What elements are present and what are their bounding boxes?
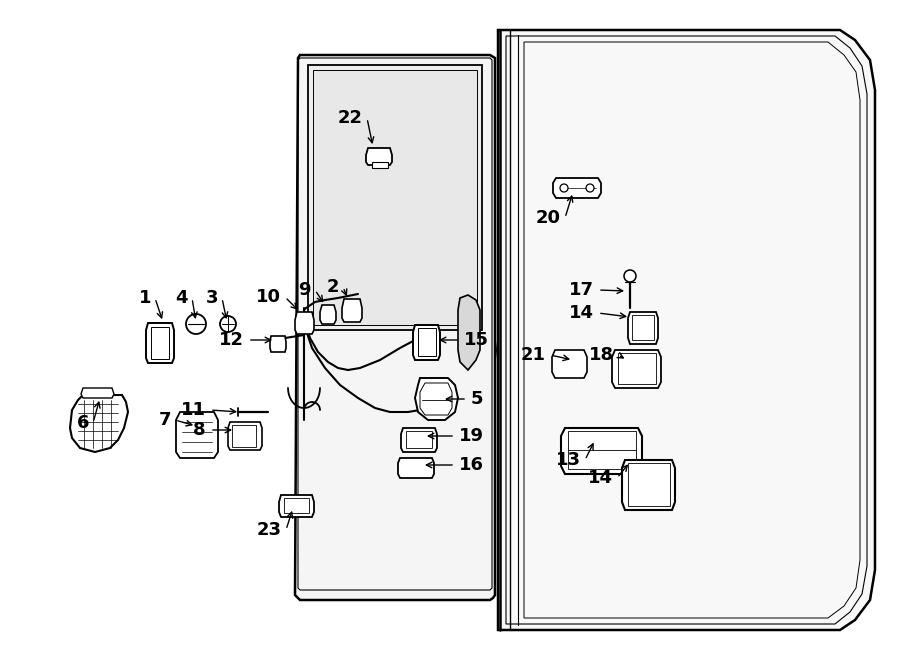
Polygon shape [415, 378, 458, 420]
Polygon shape [70, 395, 128, 452]
Bar [628, 463, 670, 506]
Text: 12: 12 [219, 331, 244, 349]
Bar [151, 327, 169, 359]
Text: 13: 13 [556, 451, 581, 469]
Polygon shape [498, 30, 875, 630]
Polygon shape [295, 312, 314, 334]
Bar [232, 425, 256, 447]
Text: 22: 22 [338, 109, 363, 127]
Bar [568, 431, 636, 469]
Polygon shape [401, 428, 437, 452]
Polygon shape [413, 325, 440, 360]
Polygon shape [622, 460, 675, 510]
Polygon shape [228, 422, 262, 450]
Circle shape [186, 314, 206, 334]
Polygon shape [308, 65, 482, 330]
Polygon shape [176, 412, 218, 458]
Polygon shape [295, 55, 495, 600]
Text: 19: 19 [459, 427, 484, 445]
Polygon shape [320, 305, 336, 324]
Bar [418, 328, 436, 356]
Polygon shape [458, 295, 480, 370]
Text: 11: 11 [181, 401, 206, 419]
Text: 9: 9 [299, 281, 311, 299]
Bar [406, 431, 432, 448]
Circle shape [586, 184, 594, 192]
Text: 21: 21 [521, 346, 546, 364]
Text: 3: 3 [205, 289, 218, 307]
Text: 20: 20 [536, 209, 561, 227]
Polygon shape [372, 162, 388, 168]
Polygon shape [279, 495, 314, 517]
Polygon shape [270, 336, 286, 352]
Circle shape [220, 316, 236, 332]
Text: 23: 23 [257, 521, 282, 539]
Polygon shape [398, 458, 434, 478]
Polygon shape [628, 312, 658, 344]
Text: 14: 14 [588, 469, 613, 487]
Text: 8: 8 [194, 421, 206, 439]
Polygon shape [146, 323, 174, 363]
Text: 15: 15 [464, 331, 489, 349]
Text: 16: 16 [459, 456, 484, 474]
Polygon shape [81, 388, 114, 398]
Circle shape [560, 184, 568, 192]
Text: 4: 4 [176, 289, 188, 307]
Text: 17: 17 [569, 281, 594, 299]
Text: 18: 18 [589, 346, 614, 364]
Bar [632, 315, 654, 340]
Bar [284, 498, 309, 513]
Text: 6: 6 [76, 414, 89, 432]
Polygon shape [342, 299, 362, 322]
Bar [313, 70, 477, 325]
Polygon shape [553, 178, 601, 198]
Text: 1: 1 [139, 289, 151, 307]
Text: 5: 5 [471, 390, 483, 408]
Text: 14: 14 [569, 304, 594, 322]
Polygon shape [561, 428, 642, 474]
Text: 2: 2 [327, 278, 339, 296]
Polygon shape [552, 350, 587, 378]
Polygon shape [612, 350, 661, 388]
Bar [618, 353, 656, 384]
Text: 10: 10 [256, 288, 281, 306]
Text: 7: 7 [158, 411, 171, 429]
Circle shape [624, 270, 636, 282]
Polygon shape [366, 148, 392, 165]
